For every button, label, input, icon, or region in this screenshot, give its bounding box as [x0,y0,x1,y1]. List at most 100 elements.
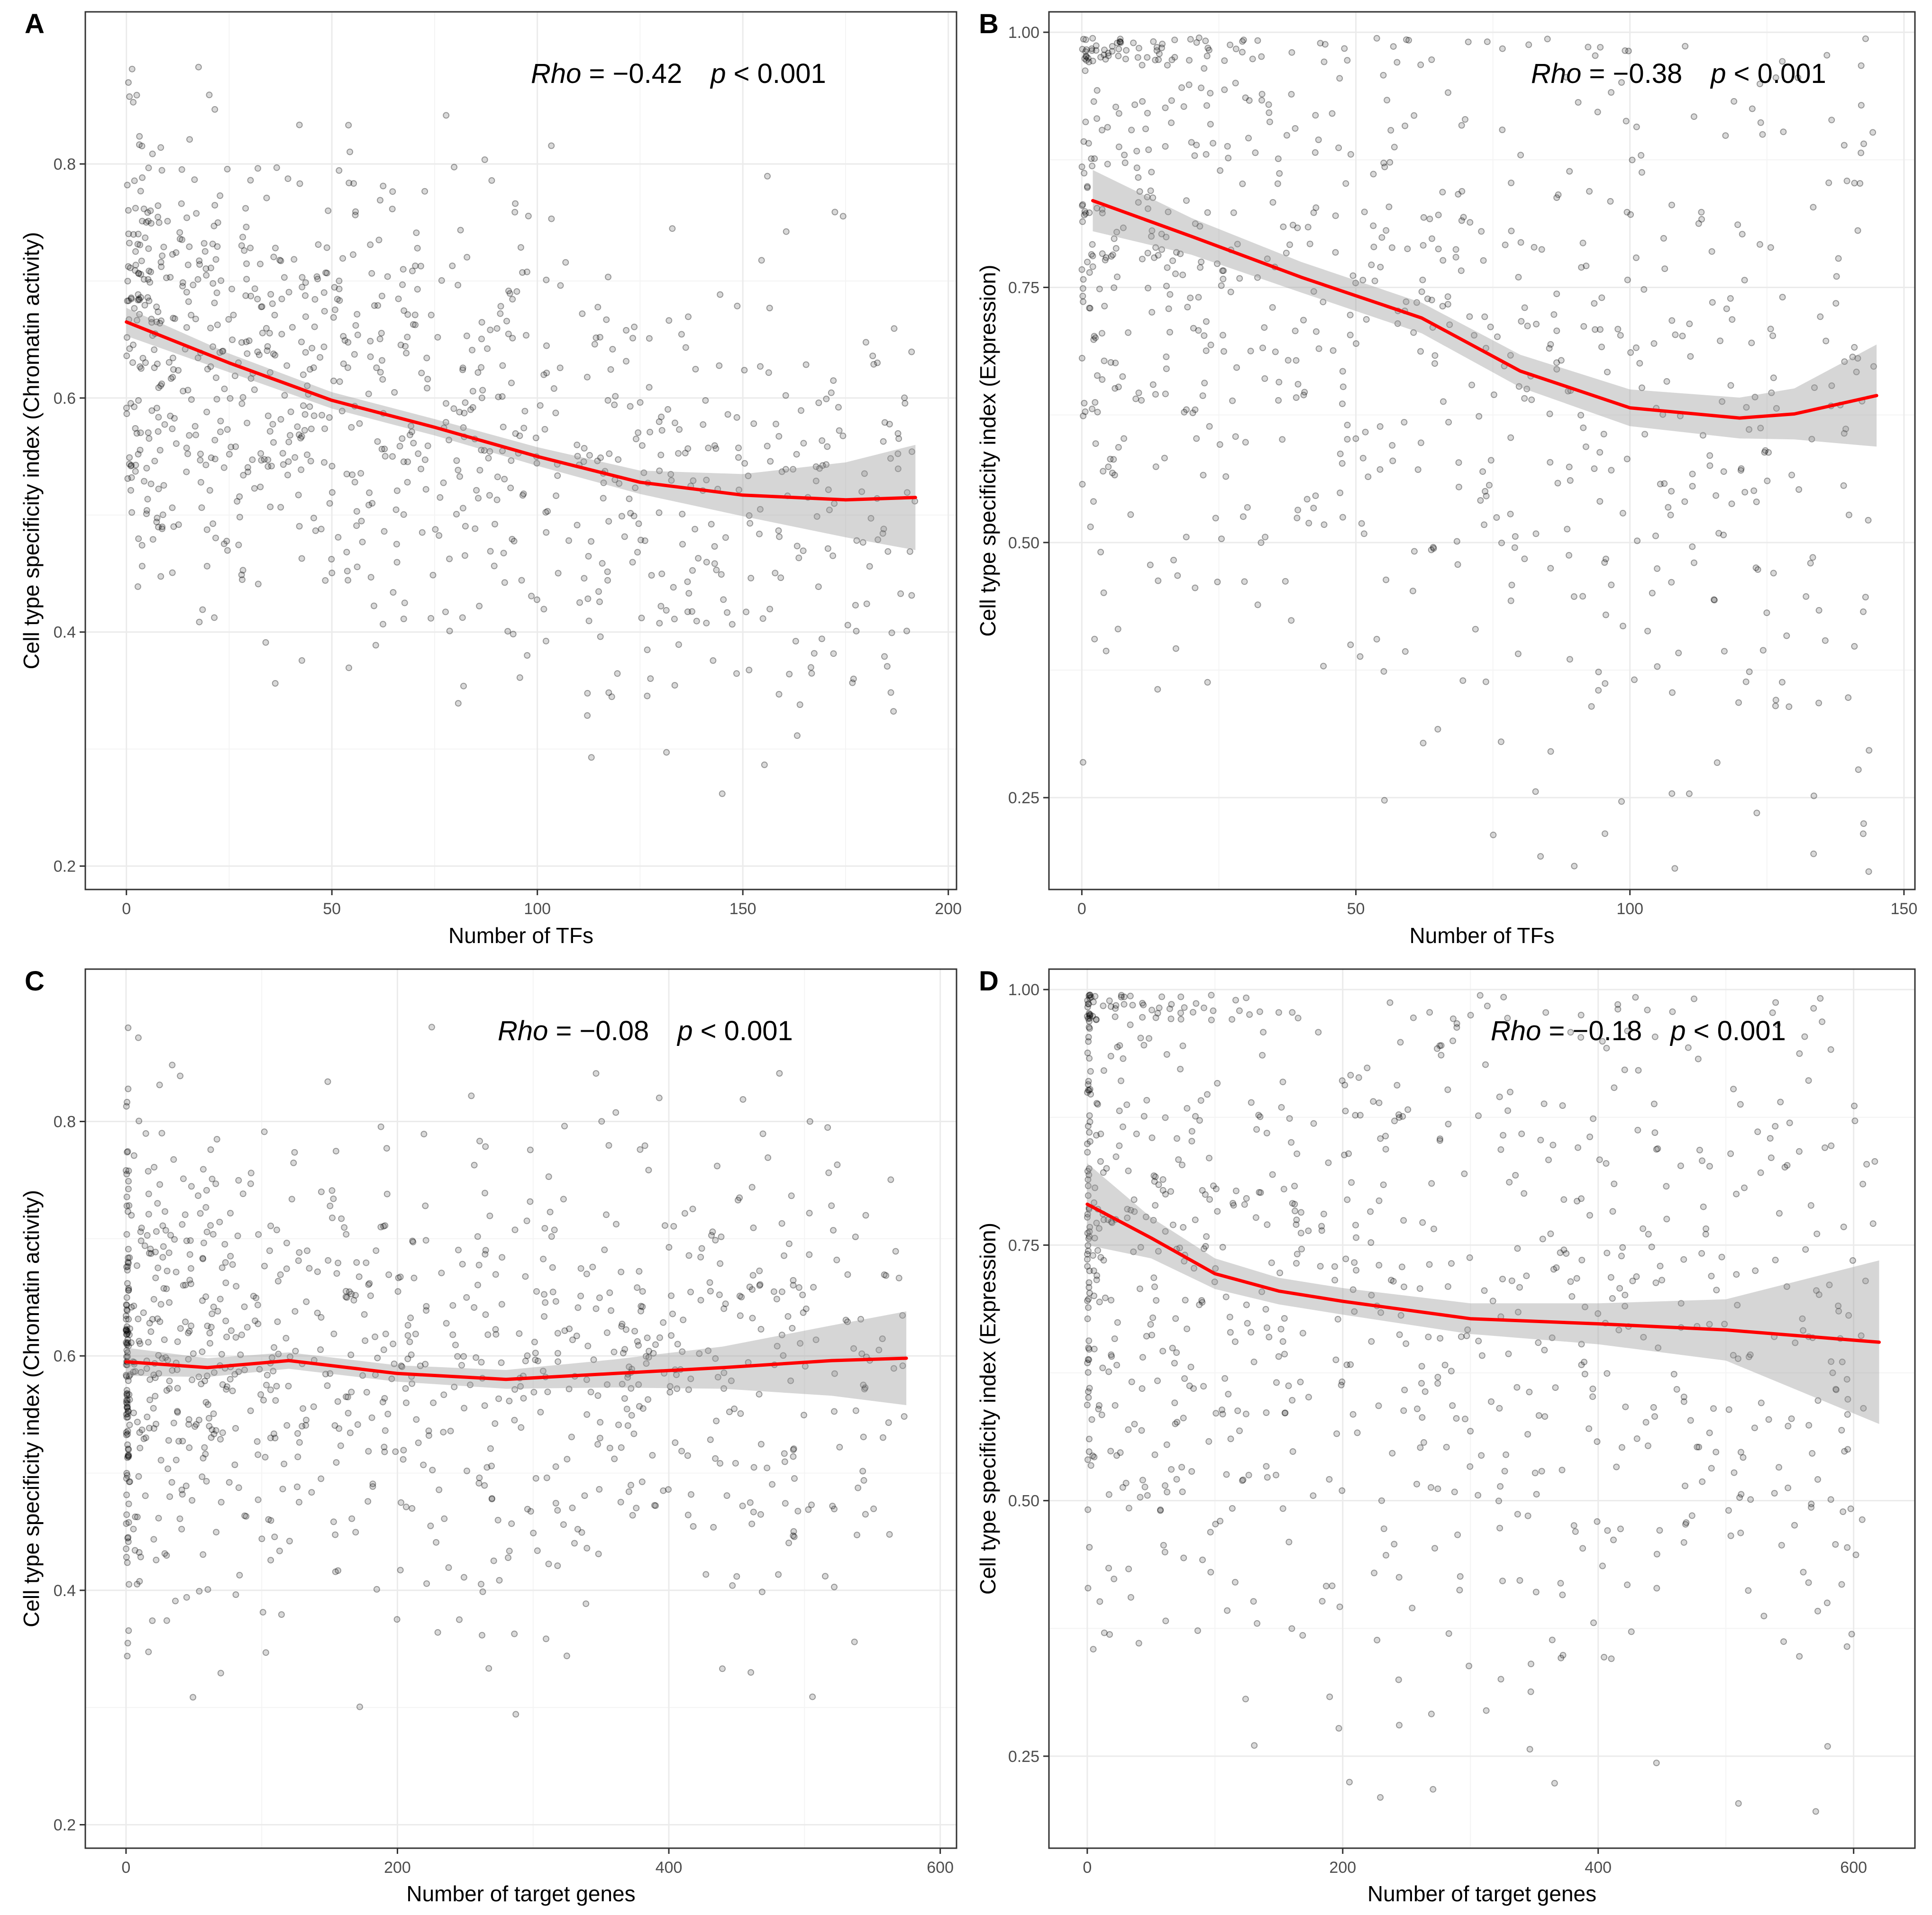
scatter-point [1168,97,1175,104]
scatter-point [1376,423,1384,430]
scatter-point [733,414,740,421]
scatter-point [264,412,272,419]
scatter-point [446,436,453,444]
scatter-point [421,456,428,463]
scatter-point [828,1202,835,1209]
scatter-point [765,1154,772,1161]
scatter-point [186,136,193,143]
scatter-point [547,1208,554,1216]
scatter-point [1162,390,1169,398]
scatter-point [134,241,141,248]
scatter-point [1258,1288,1266,1295]
scatter-point [1292,125,1299,132]
scatter-point [159,525,165,532]
scatter-point [1139,1477,1146,1484]
scatter-point [641,1142,648,1149]
scatter-point [1616,1285,1623,1292]
scatter-point [1851,1102,1858,1109]
scatter-point [666,1383,674,1390]
scatter-point [338,1215,345,1222]
scatter-point [1140,1042,1148,1049]
scatter-point [1089,35,1096,42]
scatter-point [1139,1354,1146,1361]
scatter-point [124,1390,131,1397]
scatter-point [596,1294,603,1301]
scatter-point [578,1529,585,1536]
scatter-point [478,1580,484,1588]
scatter-point [252,1317,259,1325]
scatter-point [471,1162,478,1169]
scatter-point [352,1529,359,1536]
scatter-point [130,1409,137,1416]
scatter-point [343,471,350,478]
scatter-point [1195,327,1202,334]
scatter-point [202,1399,210,1406]
scatter-point [203,526,210,533]
scatter-point [1462,1416,1468,1423]
scatter-point [1419,276,1426,283]
scatter-point [718,1233,725,1240]
scatter-point [202,1451,209,1458]
scatter-point [1170,556,1177,563]
scatter-point [232,1334,239,1341]
scatter-point [1180,1415,1187,1422]
scatter-point [1663,378,1670,385]
scatter-point [145,218,152,225]
scatter-point [235,541,242,548]
scatter-point [131,1547,138,1554]
scatter-point [123,1414,130,1421]
scatter-point [1394,59,1401,66]
scatter-point [1085,992,1093,999]
scatter-point [1711,597,1718,604]
scatter-point [607,366,614,373]
scatter-point [455,700,462,707]
scatter-point [1383,1552,1389,1559]
scatter-point [700,421,707,428]
scatter-point [128,474,135,481]
p-label: p [676,1016,693,1046]
scatter-point [1239,49,1246,55]
scatter-point [1266,118,1273,126]
scatter-point [1497,1146,1504,1153]
scatter-point [1081,170,1088,177]
y-tick-label: 0.75 [1008,1236,1039,1254]
scatter-point [781,1450,788,1457]
scatter-point [1706,452,1713,459]
scatter-point [1785,1423,1792,1430]
scatter-point [530,1530,537,1536]
scatter-point [1650,340,1658,347]
scatter-point [356,420,363,427]
scatter-point [224,165,231,172]
scatter-point [805,1506,812,1513]
scatter-point [619,1320,626,1327]
scatter-point [130,1368,137,1375]
scatter-point [154,405,160,412]
scatter-point [390,589,397,596]
scatter-point [1426,216,1433,222]
scatter-point [143,219,150,226]
scatter-point [1242,1696,1249,1703]
scatter-point [492,1271,499,1278]
scatter-point [513,288,520,295]
scatter-point [597,454,604,461]
scatter-point [636,1403,643,1410]
scatter-point [149,1617,156,1624]
scatter-point [1650,1404,1657,1411]
scatter-point [140,276,147,283]
scatter-point [1212,1521,1219,1528]
scatter-point [525,212,532,219]
scatter-point [786,671,793,678]
scatter-point [469,388,476,395]
scatter-point [1739,231,1746,238]
scatter-point [188,1322,195,1329]
scatter-point [711,543,718,550]
scatter-point [323,244,330,251]
scatter-point [487,1445,494,1452]
scatter-point [1710,596,1717,603]
scatter-point [287,432,293,439]
scatter-point [1210,1007,1217,1014]
scatter-point [1754,1128,1761,1135]
scatter-point [1084,1230,1091,1237]
scatter-point [283,1265,290,1272]
scatter-point [1258,91,1266,98]
